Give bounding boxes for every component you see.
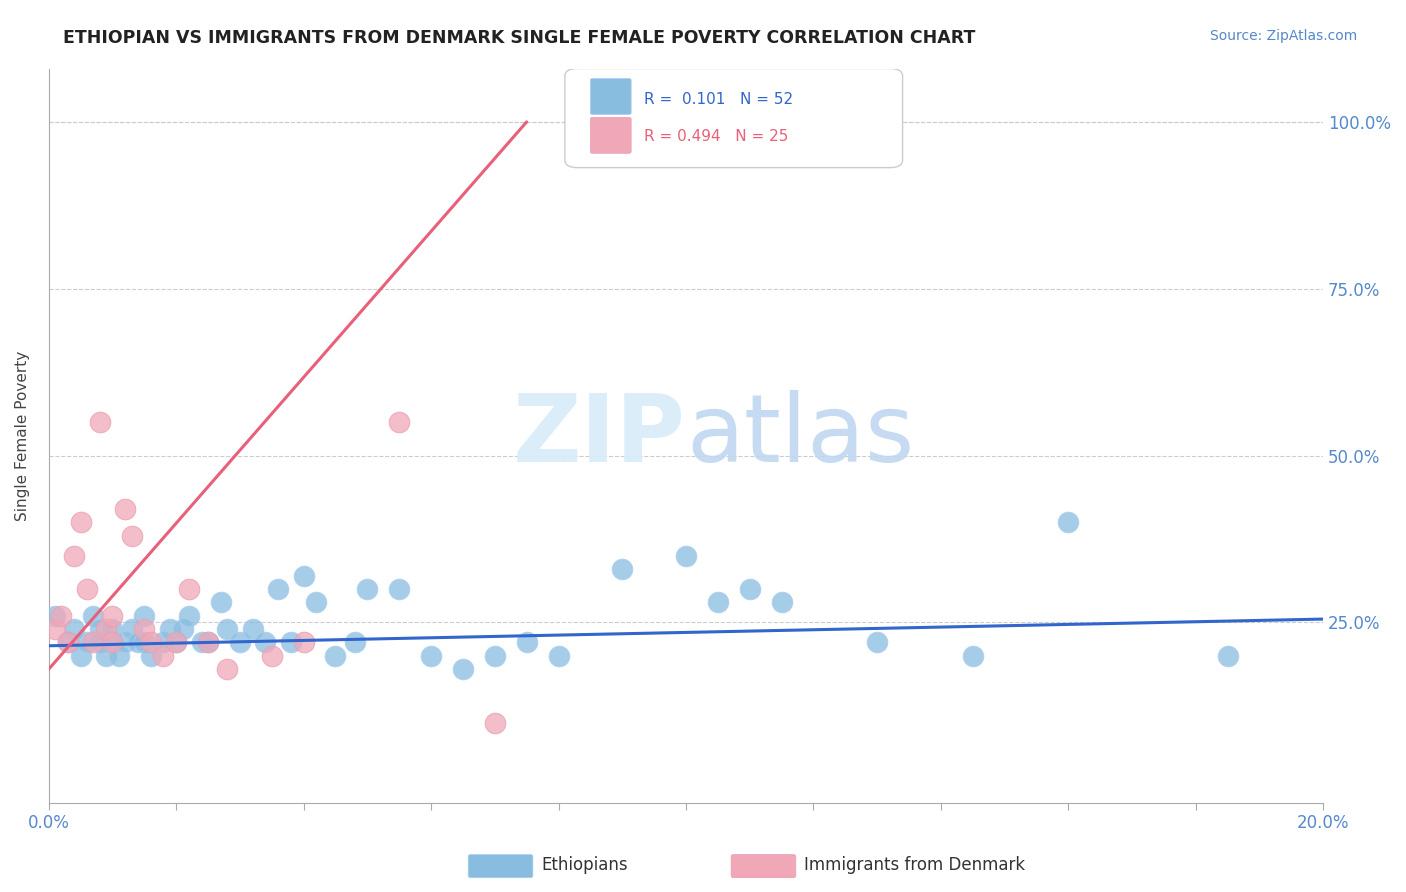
Point — [121, 622, 143, 636]
Point — [121, 529, 143, 543]
Point — [114, 502, 136, 516]
Point — [63, 549, 86, 563]
Point — [82, 635, 104, 649]
FancyBboxPatch shape — [565, 69, 903, 168]
Point — [388, 415, 411, 429]
Point — [190, 635, 212, 649]
Point — [217, 622, 239, 636]
Point — [89, 635, 111, 649]
Point — [516, 635, 538, 649]
Point — [76, 635, 98, 649]
Point — [56, 635, 79, 649]
Point — [962, 648, 984, 663]
Point — [484, 648, 506, 663]
Point — [209, 595, 232, 609]
Point — [267, 582, 290, 596]
Text: atlas: atlas — [686, 390, 914, 482]
Point — [165, 635, 187, 649]
Point — [127, 635, 149, 649]
Point — [172, 622, 194, 636]
Point — [56, 635, 79, 649]
Point — [63, 622, 86, 636]
Point — [325, 648, 347, 663]
Point — [451, 662, 474, 676]
Point — [139, 635, 162, 649]
Point — [152, 635, 174, 649]
Point — [675, 549, 697, 563]
Y-axis label: Single Female Poverty: Single Female Poverty — [15, 351, 30, 521]
Point — [44, 622, 66, 636]
Point — [94, 622, 117, 636]
Point — [177, 608, 200, 623]
FancyBboxPatch shape — [591, 78, 631, 114]
Point — [134, 608, 156, 623]
Point — [165, 635, 187, 649]
Text: Source: ZipAtlas.com: Source: ZipAtlas.com — [1209, 29, 1357, 43]
Point — [612, 562, 634, 576]
Point — [866, 635, 889, 649]
Point — [51, 608, 73, 623]
Point — [280, 635, 302, 649]
Point — [343, 635, 366, 649]
Point — [69, 516, 91, 530]
Point — [420, 648, 443, 663]
Point — [139, 648, 162, 663]
Point — [82, 608, 104, 623]
Point — [770, 595, 793, 609]
Point — [254, 635, 277, 649]
Point — [484, 715, 506, 730]
Text: ETHIOPIAN VS IMMIGRANTS FROM DENMARK SINGLE FEMALE POVERTY CORRELATION CHART: ETHIOPIAN VS IMMIGRANTS FROM DENMARK SIN… — [63, 29, 976, 46]
Point — [197, 635, 219, 649]
Point — [89, 415, 111, 429]
Text: R = 0.494   N = 25: R = 0.494 N = 25 — [644, 129, 789, 145]
Point — [356, 582, 378, 596]
Point — [101, 608, 124, 623]
Point — [44, 608, 66, 623]
Point — [547, 648, 569, 663]
Point — [94, 648, 117, 663]
Point — [152, 648, 174, 663]
Point — [134, 635, 156, 649]
Text: ZIP: ZIP — [513, 390, 686, 482]
Point — [101, 622, 124, 636]
Point — [292, 635, 315, 649]
Point — [159, 622, 181, 636]
FancyBboxPatch shape — [591, 118, 631, 153]
Point — [260, 648, 283, 663]
Point — [114, 635, 136, 649]
Point — [675, 115, 697, 129]
Point — [292, 568, 315, 582]
Point — [101, 635, 124, 649]
Point — [305, 595, 328, 609]
Point — [197, 635, 219, 649]
Point — [388, 582, 411, 596]
Point — [69, 648, 91, 663]
Point — [1216, 648, 1239, 663]
Point — [707, 595, 730, 609]
Point — [177, 582, 200, 596]
Point — [1057, 516, 1080, 530]
Point — [76, 582, 98, 596]
Point — [108, 648, 131, 663]
Text: Immigrants from Denmark: Immigrants from Denmark — [804, 856, 1025, 874]
Point — [89, 622, 111, 636]
Point — [134, 622, 156, 636]
Text: R =  0.101   N = 52: R = 0.101 N = 52 — [644, 92, 793, 107]
Point — [229, 635, 252, 649]
Point — [242, 622, 264, 636]
Point — [101, 635, 124, 649]
Point — [738, 582, 761, 596]
Point — [217, 662, 239, 676]
Text: Ethiopians: Ethiopians — [541, 856, 628, 874]
